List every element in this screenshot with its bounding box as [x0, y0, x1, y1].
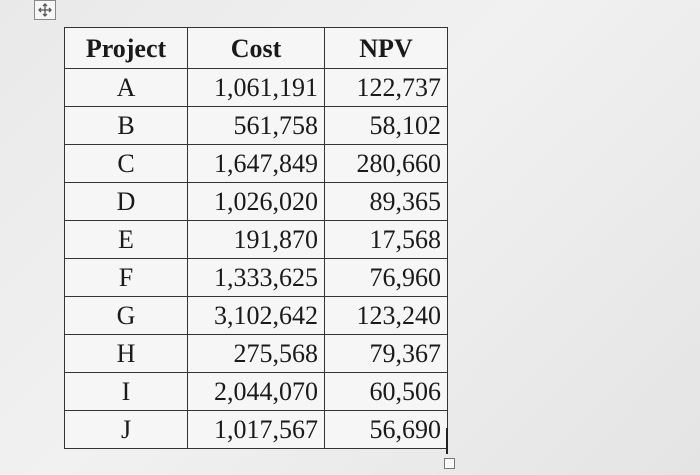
- table-cell: 191,870: [187, 220, 325, 259]
- table-cell: 89,365: [324, 182, 448, 221]
- table-row: H 275,568 79,367: [64, 334, 448, 373]
- table-cell: D: [64, 182, 188, 221]
- table-cell: 275,568: [187, 334, 325, 373]
- text-cursor: [446, 428, 448, 454]
- table-row: E 191,870 17,568: [64, 220, 448, 259]
- table-row: J 1,017,567 56,690: [64, 410, 448, 449]
- table-cell: 1,647,849: [187, 144, 325, 183]
- table-row: A 1,061,191 122,737: [64, 68, 448, 107]
- table-cell: 60,506: [324, 372, 448, 411]
- header-cell: Project: [64, 27, 188, 69]
- table-cell: 123,240: [324, 296, 448, 335]
- table-row: G 3,102,642 123,240: [64, 296, 448, 335]
- table-cell: B: [64, 106, 188, 145]
- table-cell: E: [64, 220, 188, 259]
- header-row: Project Cost NPV: [64, 27, 448, 69]
- header-cell: NPV: [324, 27, 448, 69]
- table-cell: 58,102: [324, 106, 448, 145]
- table-cell: G: [64, 296, 188, 335]
- move-icon: [38, 3, 52, 17]
- table-cell: 56,690: [324, 410, 448, 449]
- table-row: B 561,758 58,102: [64, 106, 448, 145]
- table-row: F 1,333,625 76,960: [64, 258, 448, 297]
- table-cell: C: [64, 144, 188, 183]
- table-cell: 280,660: [324, 144, 448, 183]
- table-cell: 17,568: [324, 220, 448, 259]
- table-cell: 1,333,625: [187, 258, 325, 297]
- table-resize-handle[interactable]: [444, 458, 455, 469]
- table-cell: 122,737: [324, 68, 448, 107]
- table-cell: 561,758: [187, 106, 325, 145]
- table-cell: 76,960: [324, 258, 448, 297]
- table-cell: J: [64, 410, 188, 449]
- table-cell: H: [64, 334, 188, 373]
- table-row: D 1,026,020 89,365: [64, 182, 448, 221]
- header-cell: Cost: [187, 27, 325, 69]
- table-cell: F: [64, 258, 188, 297]
- table-cell: 1,061,191: [187, 68, 325, 107]
- table-cell: 2,044,070: [187, 372, 325, 411]
- table-cell: A: [64, 68, 188, 107]
- table-cell: 1,026,020: [187, 182, 325, 221]
- table-row: C 1,647,849 280,660: [64, 144, 448, 183]
- table-cell: 3,102,642: [187, 296, 325, 335]
- table-cell: 1,017,567: [187, 410, 325, 449]
- table-move-handle[interactable]: [34, 0, 56, 20]
- table-cell: 79,367: [324, 334, 448, 373]
- data-table: Project Cost NPV A 1,061,191 122,737 B 561,758 5…: [64, 27, 448, 449]
- table-cell: I: [64, 372, 188, 411]
- table-row: I 2,044,070 60,506: [64, 372, 448, 411]
